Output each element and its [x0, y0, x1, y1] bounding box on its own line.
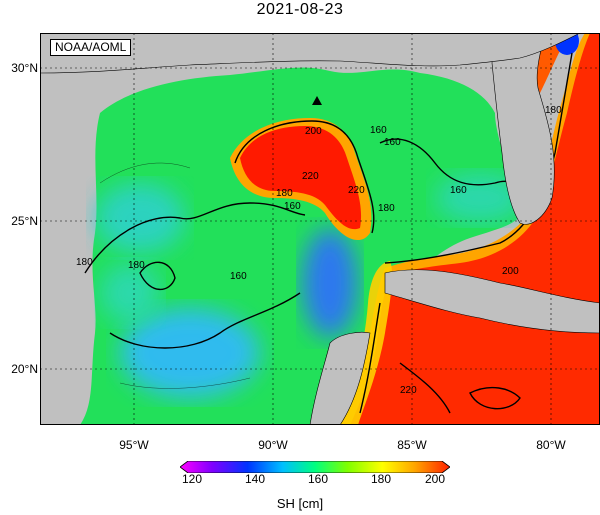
lon-label: 95°W [119, 438, 149, 452]
contour-label: 160 [284, 201, 301, 212]
map-title: 2021-08-23 [256, 1, 344, 18]
contour-label: 200 [502, 266, 519, 277]
graticule [40, 33, 600, 425]
lat-label: 30°N [11, 61, 38, 75]
contour-label: 180 [128, 260, 145, 271]
contour-label: 160 [230, 271, 247, 282]
contour-labels: 200 220 220 180 160 180 160 160 180 180 … [76, 105, 562, 396]
contour-label: 180 [545, 105, 562, 116]
colorbar-tick: 200 [424, 472, 446, 486]
contour-label: 200 [305, 126, 322, 137]
lon-label: 80°W [536, 438, 566, 452]
colorbar-label: SH [cm] [276, 496, 324, 511]
lat-label: 20°N [11, 362, 38, 376]
contour-label: 220 [302, 171, 319, 182]
station-marker-icon [312, 96, 322, 105]
contour-label: 220 [348, 185, 365, 196]
contour-label: 180 [76, 257, 93, 268]
colorbar-tick: 160 [307, 472, 329, 486]
contour-label: 160 [384, 137, 401, 148]
colorbar-tick: 140 [244, 472, 266, 486]
gulf-of-mexico [80, 67, 525, 425]
lon-label: 85°W [397, 438, 427, 452]
sea-height-map: 200 220 220 180 160 180 160 160 180 180 … [40, 33, 600, 425]
colorbar-tick: 120 [181, 472, 203, 486]
lon-label: 90°W [258, 438, 288, 452]
credit-label: NOAA/AOML [50, 39, 132, 56]
land-masses [40, 33, 600, 425]
contour-label: 220 [400, 385, 417, 396]
contour-label: 160 [370, 125, 387, 136]
colorbar [180, 461, 450, 473]
contour-label: 180 [378, 203, 395, 214]
contour-label: 180 [276, 188, 293, 199]
contour-label: 160 [450, 185, 467, 196]
lat-label: 25°N [11, 214, 38, 228]
colorbar-tick: 180 [370, 472, 392, 486]
